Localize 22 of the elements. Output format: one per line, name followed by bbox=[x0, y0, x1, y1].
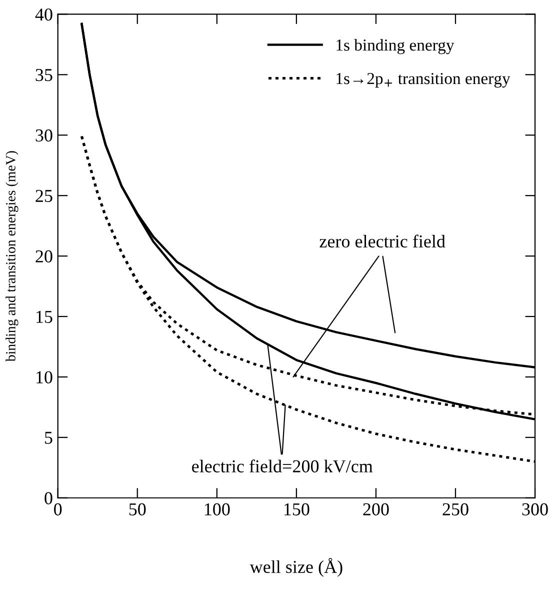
annotation: electric field=200 kV/cm bbox=[192, 460, 373, 473]
y-axis-title: binding and transition energies (meV) bbox=[6, 151, 18, 362]
legend-label: 1s binding energy bbox=[336, 38, 454, 54]
x-tick-label: 0 bbox=[54, 503, 62, 516]
y-tick-label: 30 bbox=[36, 129, 52, 142]
y-tick-label: 20 bbox=[36, 250, 52, 262]
annotation: zero electric field bbox=[320, 234, 446, 248]
y-tick-label: 15 bbox=[36, 310, 52, 323]
y-tick-label: 10 bbox=[36, 371, 52, 384]
y-tick-label: 5 bbox=[45, 432, 52, 444]
x-axis-title: well size (Å) bbox=[250, 558, 342, 577]
x-tick-label: 150 bbox=[284, 503, 310, 516]
y-tick-label: 25 bbox=[36, 190, 52, 202]
y-tick-label: 0 bbox=[44, 492, 52, 504]
y-tick-label: 35 bbox=[36, 68, 52, 82]
x-tick-label: 100 bbox=[204, 503, 230, 516]
legend-label: 1s→2p$_{+}$ transition energy bbox=[336, 72, 510, 88]
x-tick-label: 250 bbox=[442, 503, 468, 516]
x-tick-label: 300 bbox=[522, 503, 548, 516]
y-tick-label: 40 bbox=[35, 8, 52, 21]
x-tick-label: 50 bbox=[129, 503, 146, 516]
x-tick-label: 200 bbox=[363, 503, 389, 516]
